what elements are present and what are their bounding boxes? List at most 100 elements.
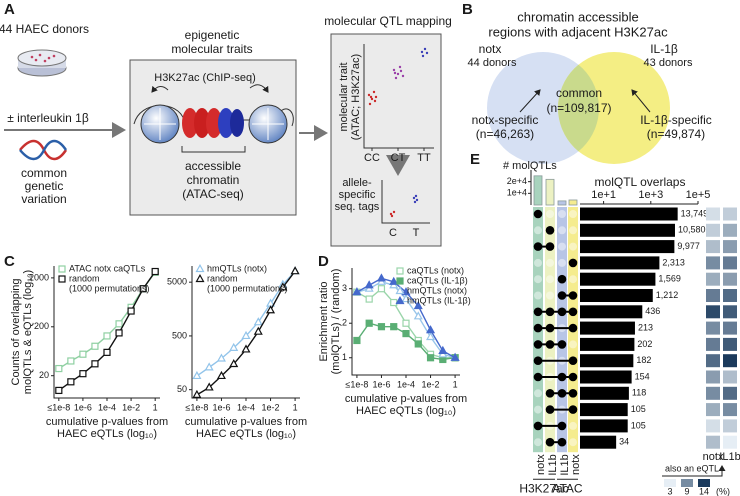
membership-dot bbox=[568, 405, 578, 414]
empty-dot bbox=[569, 226, 577, 235]
membership-dot bbox=[533, 323, 543, 333]
bar bbox=[580, 435, 617, 449]
heatmap-cell bbox=[706, 337, 720, 351]
x-tick-label: 1e-4 bbox=[237, 402, 255, 412]
x-tick-label: 1e-6 bbox=[74, 402, 92, 412]
panel-label: E bbox=[470, 151, 480, 168]
x-axis-label: cumulative p-values from bbox=[46, 416, 168, 428]
y-axis-label: Enrichment ratio bbox=[318, 281, 330, 361]
marker bbox=[413, 311, 423, 320]
marker bbox=[376, 273, 386, 282]
allele-axis-label: seq. tags bbox=[335, 201, 380, 213]
marker bbox=[151, 267, 159, 276]
bar-label: 202 bbox=[637, 339, 652, 349]
accessible-label: chromatin bbox=[187, 173, 240, 187]
y-tick-label: 2000 bbox=[29, 272, 49, 282]
qtl-box bbox=[330, 33, 442, 247]
legend-label: hmQTLs (notx) bbox=[207, 263, 267, 273]
set-y-tick-label: 2e+4 bbox=[507, 176, 527, 186]
bar bbox=[580, 370, 632, 384]
membership-dot bbox=[557, 340, 567, 349]
legend-note: (1000 permutations) bbox=[207, 283, 288, 293]
membership-dot bbox=[545, 437, 555, 447]
marker bbox=[389, 276, 399, 285]
bar-label: 436 bbox=[645, 306, 660, 316]
legend-arrow bbox=[662, 465, 726, 477]
venn-common-n: (n=109,817) bbox=[546, 101, 611, 115]
heatmap-cell bbox=[723, 354, 737, 368]
legend-marker bbox=[396, 267, 404, 275]
heatmap-cell bbox=[706, 223, 720, 237]
trait-axis-label: (ATAC; H3K27ac) bbox=[350, 54, 362, 140]
venn bbox=[487, 52, 670, 164]
heatmap-cell bbox=[723, 435, 737, 449]
axis bbox=[351, 268, 460, 376]
marker bbox=[91, 342, 99, 350]
heatmap-cell bbox=[706, 354, 720, 368]
y-tick-label: 2 bbox=[342, 318, 347, 328]
bar-label: 2,313 bbox=[662, 257, 685, 267]
marker bbox=[192, 370, 202, 380]
marker bbox=[377, 323, 386, 331]
empty-dot bbox=[569, 438, 577, 447]
membership-dot bbox=[557, 307, 567, 317]
legend-swatch bbox=[681, 479, 693, 487]
petri-dish bbox=[17, 49, 67, 77]
marker bbox=[55, 364, 63, 373]
x-tick-label: 1e+1 bbox=[591, 189, 616, 201]
marker bbox=[402, 329, 410, 338]
heatmap-cell bbox=[706, 289, 720, 302]
set-column bbox=[557, 207, 567, 453]
marker bbox=[103, 348, 111, 356]
y-tick-label: 500 bbox=[172, 330, 187, 340]
heatmap-cell bbox=[723, 272, 737, 286]
heatmap-cell bbox=[706, 207, 720, 221]
y-axis-label: molQTLs & eQTLs (log₁₀) bbox=[22, 270, 34, 394]
legend-marker bbox=[195, 263, 205, 273]
bar-label: 10,580 bbox=[678, 225, 706, 235]
variation-label: genetic bbox=[25, 179, 64, 193]
x-axis-label: cumulative p-values from bbox=[345, 393, 467, 405]
heatmap-cell bbox=[706, 321, 720, 335]
heatmap-cell bbox=[706, 256, 720, 270]
membership-dot bbox=[557, 389, 567, 398]
legend-title: also an eQTL bbox=[665, 463, 719, 473]
heatmap-cell bbox=[706, 272, 720, 286]
venn-specific: IL-1β-specific bbox=[640, 113, 712, 127]
y-axis-label: (molQTLs) / (random) bbox=[330, 269, 342, 375]
heatmap-column-label: IL1b bbox=[719, 451, 740, 463]
heatmap-cell bbox=[723, 305, 737, 319]
heatmap-cell bbox=[723, 403, 737, 417]
variation-label: common bbox=[21, 166, 67, 180]
x-tick-label: 1e+3 bbox=[638, 189, 663, 201]
legend-label: caQTLs (notx) bbox=[407, 265, 464, 275]
y-axis-label: Counts of overlapping bbox=[10, 278, 22, 385]
marker bbox=[365, 319, 373, 327]
legend-marker bbox=[395, 285, 405, 295]
empty-dot bbox=[569, 275, 577, 284]
venn-donors: 43 donors bbox=[644, 57, 693, 69]
membership-dot bbox=[568, 307, 578, 317]
legend-marker bbox=[396, 277, 404, 285]
marker bbox=[229, 358, 239, 368]
membership-dot bbox=[533, 340, 543, 349]
h3k27ac-label: H3K27ac (ChIP-seq) bbox=[154, 72, 256, 84]
marker bbox=[353, 336, 361, 345]
bar-label: 13,749 bbox=[681, 208, 709, 218]
marker bbox=[413, 300, 423, 310]
marker bbox=[401, 294, 411, 303]
empty-dot bbox=[558, 242, 566, 251]
venn-specific-n: (n=46,263) bbox=[476, 127, 534, 141]
membership-dot bbox=[568, 356, 578, 366]
membership-dot bbox=[568, 258, 578, 268]
y-tick-label: 20 bbox=[39, 370, 49, 380]
membership-dot bbox=[545, 340, 555, 349]
heatmap-cell bbox=[723, 419, 737, 433]
membership-dot bbox=[568, 291, 578, 300]
chromatin-illustration bbox=[133, 84, 294, 153]
traits-title: epigenetic bbox=[185, 28, 240, 42]
legend-marker bbox=[195, 273, 205, 283]
legend-marker bbox=[58, 275, 66, 283]
panel-label: C bbox=[4, 253, 15, 270]
accessible-label: accessible bbox=[185, 159, 241, 173]
